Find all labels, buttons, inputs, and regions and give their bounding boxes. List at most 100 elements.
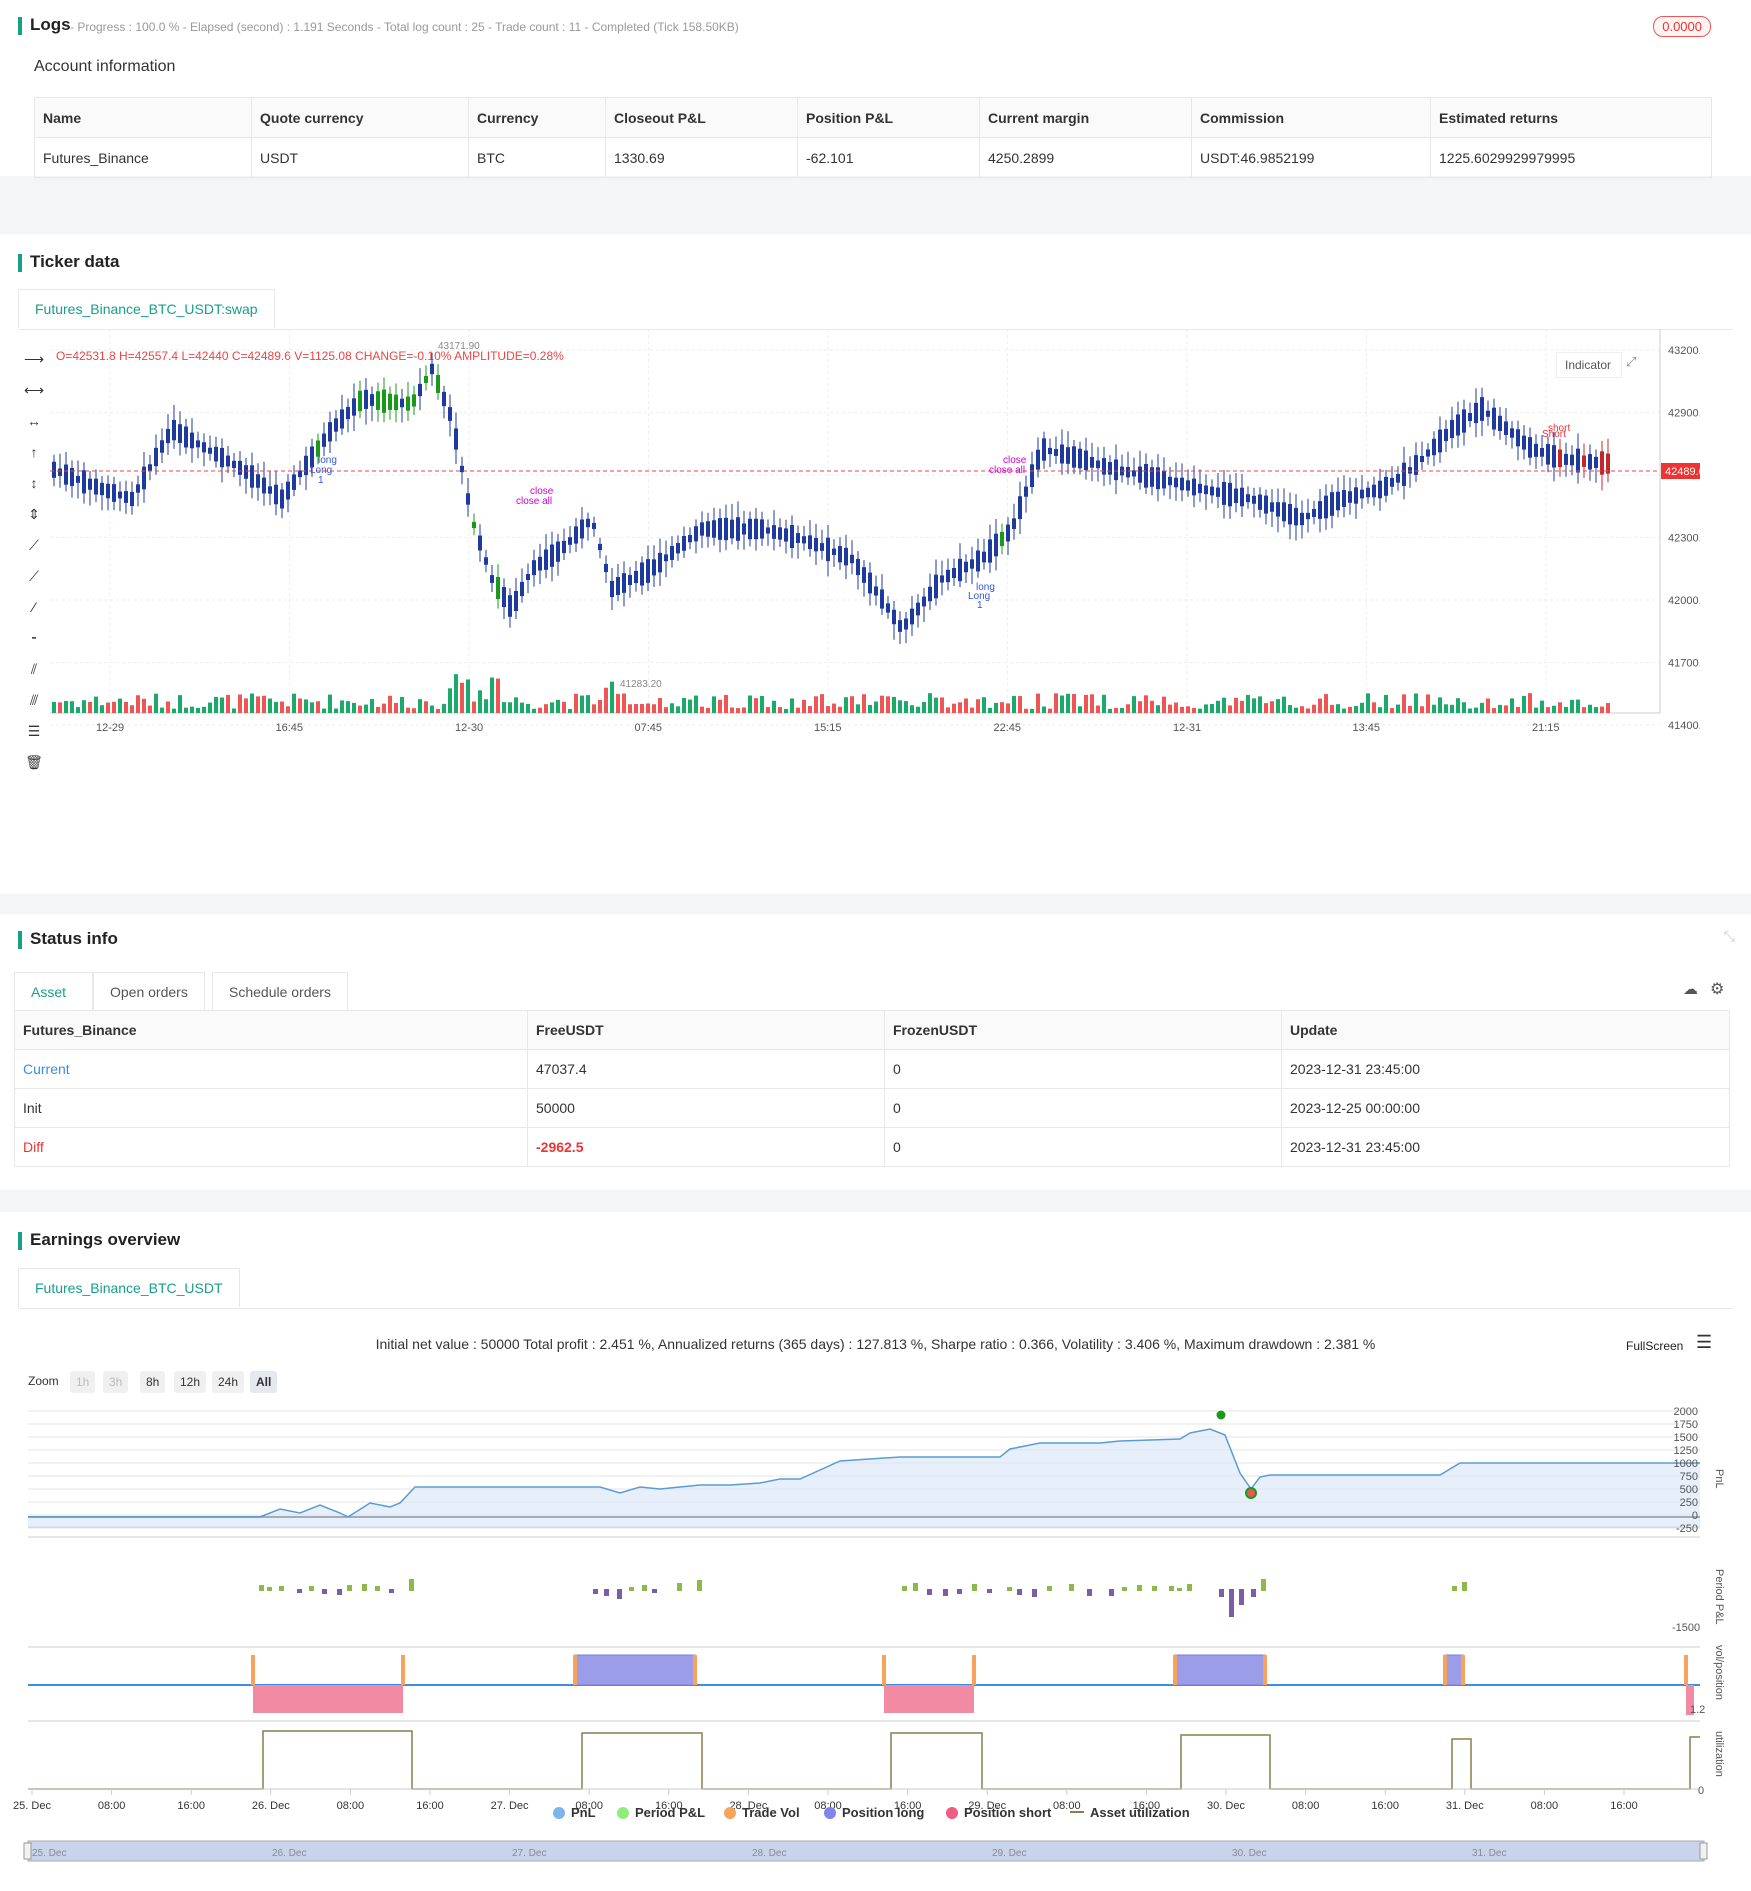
axis-label-period: Period P&L: [1713, 1569, 1725, 1625]
zoom-all[interactable]: All: [250, 1371, 278, 1393]
candle-body: [832, 548, 836, 556]
candle-body: [262, 477, 266, 494]
ray-line-icon[interactable]: ⟋: [29, 568, 39, 584]
row-label-init: Init: [14, 1088, 528, 1128]
tab-schedule-orders[interactable]: Schedule orders: [212, 972, 348, 1011]
parallel-lines-icon[interactable]: ⫽: [30, 661, 38, 677]
horizontal-segment-icon[interactable]: ↔: [27, 413, 41, 429]
navigator[interactable]: 25. Dec 26. Dec 27. Dec 28. Dec 29. Dec 30. D…: [23, 1840, 1708, 1862]
col-quote-currency: Quote currency: [251, 97, 469, 138]
volume-bar: [220, 697, 224, 713]
x-tick: 16:00: [1371, 1800, 1399, 1812]
x-tick: 16:00: [1610, 1800, 1638, 1812]
x-tick: 16:00: [894, 1800, 922, 1812]
asset-table: Futures_Binance FreeUSDT FrozenUSDT Upda…: [14, 1010, 1730, 1167]
volume-bar: [466, 679, 470, 713]
legend-period-pnl[interactable]: Period P&L: [617, 1805, 705, 1820]
candle-body: [166, 428, 170, 444]
legend-trade-vol[interactable]: Trade Vol: [724, 1805, 800, 1820]
pnl-max-marker: [1215, 1409, 1227, 1421]
tab-asset[interactable]: Asset: [14, 972, 93, 1011]
period-bar: [642, 1585, 647, 1591]
position-long-block: [574, 1654, 696, 1686]
tab-open-orders[interactable]: Open orders: [93, 972, 205, 1011]
trade-vol-bar: [251, 1655, 255, 1685]
trade-vol-bar: [1263, 1655, 1267, 1685]
multi-lines-icon[interactable]: ☰: [27, 723, 41, 739]
legend-position-long[interactable]: Position long: [824, 1805, 924, 1820]
volume-bar: [1414, 693, 1418, 713]
candle-body: [514, 590, 518, 612]
trash-icon[interactable]: 🗑: [25, 754, 43, 770]
x-tick: 16:00: [416, 1800, 444, 1812]
candle-body: [58, 468, 62, 476]
volume-bar: [1510, 698, 1514, 713]
volume-bar: [988, 707, 992, 713]
cloud-download-icon[interactable]: ☁: [1683, 981, 1698, 998]
position-short-block: [884, 1685, 974, 1713]
horizontal-ray-icon[interactable]: ⟶: [24, 351, 45, 367]
period-bar: [1187, 1584, 1192, 1591]
fullscreen-expand-icon[interactable]: ⤢: [1626, 354, 1637, 369]
collapse-icon[interactable]: ⤡: [1723, 928, 1735, 944]
menu-icon[interactable]: ☰: [1696, 1332, 1713, 1352]
candle-body: [976, 550, 980, 572]
x-tick: 29. Dec: [968, 1800, 1006, 1812]
volume-bar: [1294, 707, 1298, 713]
candle-body: [562, 540, 566, 554]
period-bar: [389, 1589, 394, 1593]
volume-bar: [208, 702, 212, 713]
period-bar: [957, 1589, 962, 1594]
period-bar: [1239, 1589, 1244, 1605]
fullscreen-button[interactable]: FullScreen: [1626, 1339, 1684, 1353]
candle-body: [208, 447, 212, 454]
x-tick: 16:00: [655, 1800, 683, 1812]
volume-bar: [340, 700, 344, 713]
zoom-24h[interactable]: 24h: [212, 1371, 245, 1393]
cell-currency: BTC: [468, 137, 606, 178]
vertical-segment-icon[interactable]: ⇕: [28, 506, 40, 522]
candle-body: [1504, 421, 1508, 435]
volume-bar: [106, 702, 110, 713]
horizontal-line-icon[interactable]: ⟷: [24, 382, 45, 398]
candle-body: [1270, 502, 1274, 512]
indicator-button[interactable]: Indicator: [1556, 352, 1622, 378]
period-bar: [972, 1584, 977, 1591]
zoom-1h[interactable]: 1h: [70, 1371, 96, 1393]
trend-line-icon[interactable]: ⟋: [29, 537, 39, 553]
candle-body: [634, 570, 638, 584]
vertical-line-icon[interactable]: ↕: [30, 475, 38, 491]
earnings-tabbar: Futures_Binance_BTC_USDT: [18, 1268, 1733, 1309]
tab-ticker-symbol[interactable]: Futures_Binance_BTC_USDT:swap: [18, 289, 275, 328]
segment-line-icon[interactable]: ∕: [32, 599, 36, 615]
zoom-3h[interactable]: 3h: [103, 1371, 129, 1393]
volume-bar: [580, 695, 584, 713]
candle-body: [1318, 501, 1322, 519]
candle-body: [712, 520, 716, 538]
tab-earnings-symbol[interactable]: Futures_Binance_BTC_USDT: [18, 1268, 240, 1307]
candle-body: [286, 481, 290, 500]
volume-bar: [508, 702, 512, 713]
legend-asset-utilization[interactable]: Asset utilization: [1070, 1805, 1190, 1820]
vertical-ray-icon[interactable]: ↑: [30, 444, 38, 460]
volume-bar: [544, 704, 548, 713]
legend-position-short[interactable]: Position short: [946, 1805, 1051, 1820]
x-tick: 12-30: [455, 722, 483, 734]
price-line-icon[interactable]: ⁃: [30, 630, 38, 646]
zoom-8h[interactable]: 8h: [140, 1371, 166, 1393]
volume-bar: [1498, 704, 1502, 713]
period-bar: [279, 1586, 284, 1591]
gear-icon[interactable]: ⚙: [1710, 981, 1725, 998]
candle-body: [340, 409, 344, 429]
volume-bar: [1126, 704, 1130, 713]
candlestick-chart[interactable]: 43200.0042900.0042600.0042300.0042000.00…: [0, 329, 1700, 849]
volume-bar: [688, 699, 692, 713]
volume-bar: [1432, 704, 1436, 713]
candle-body: [1450, 419, 1454, 439]
ann-one-2: 1: [977, 600, 983, 611]
zoom-12h[interactable]: 12h: [174, 1371, 207, 1393]
legend-pnl[interactable]: PnL: [553, 1805, 596, 1820]
fib-lines-icon[interactable]: ⫻: [29, 692, 39, 708]
account-heading: Account information: [34, 58, 176, 75]
